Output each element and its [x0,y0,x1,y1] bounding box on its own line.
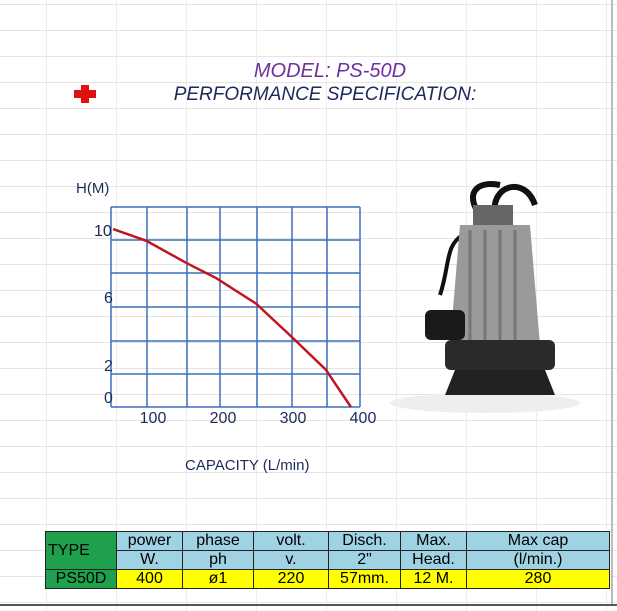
page-bottom-border [0,604,617,606]
x-axis-label: CAPACITY (L/min) [185,457,309,474]
model-title: MODEL: PS-50D [253,60,407,82]
performance-curve [112,227,352,408]
value-power: 400 [116,569,183,589]
y-tick: 0 [104,390,113,407]
type-header: TYPE [45,531,117,570]
header-power: power [116,531,183,551]
header-discharge: Disch. [328,531,401,551]
x-tick: 300 [280,410,307,427]
unit-volt: v. [253,550,329,570]
pump-image [390,181,580,413]
header-phase: phase [182,531,254,551]
unit-phase: ph [182,550,254,570]
model-cell: PS50D [45,569,117,589]
value-max-head: 12 M. [400,569,467,589]
header-max-cap: Max cap [466,531,610,551]
header-volt: volt. [253,531,329,551]
spec-table: TYPE power phase volt. Disch. Max. Max c… [45,531,610,589]
unit-power: W. [116,550,183,570]
spec-subtitle: PERFORMANCE SPECIFICATION: [173,84,477,105]
x-tick: 200 [210,410,237,427]
table-row: PS50D 400 ø1 220 57mm. 12 M. 280 [45,569,610,589]
value-discharge: 57mm. [328,569,401,589]
unit-discharge: 2" [328,550,401,570]
value-max-cap: 280 [466,569,610,589]
y-tick: 6 [104,290,113,307]
y-tick: 10 [94,223,112,240]
value-phase: ø1 [182,569,254,589]
header-max-head: Max. [400,531,467,551]
value-volt: 220 [253,569,329,589]
unit-max-cap: (l/min.) [466,550,610,570]
sheet-edge [611,0,613,606]
unit-max-head: Head. [400,550,467,570]
red-cross-icon [74,85,96,103]
x-tick: 100 [140,410,167,427]
y-axis-label: H(M) [76,180,109,197]
y-tick: 2 [104,358,113,375]
x-tick: 400 [350,410,377,427]
